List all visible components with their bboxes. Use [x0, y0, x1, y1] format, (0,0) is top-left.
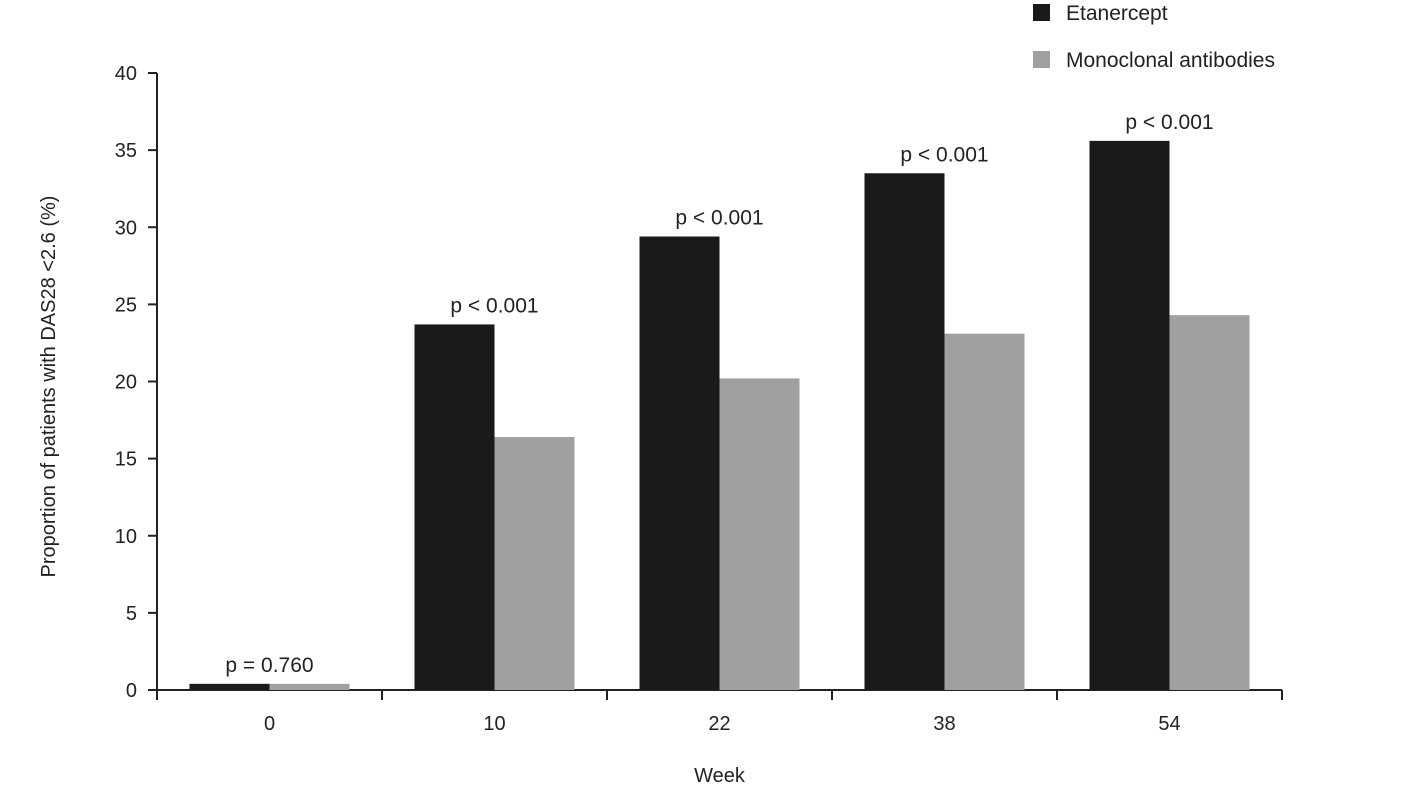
legend-label: Monoclonal antibodies	[1066, 49, 1275, 72]
x-ticks-group: 0 10 22 38 54	[156, 690, 1283, 735]
y-ticks-group: 0 5 10 15 20 25 30 35 40	[115, 63, 157, 702]
legend-swatch	[1033, 51, 1050, 68]
x-tick-label: 54	[1158, 713, 1180, 735]
y-tick-label: 5	[126, 603, 137, 625]
bar-etanercept	[414, 324, 495, 690]
bar-etanercept	[864, 173, 945, 690]
annotations-group: p = 0.760 p < 0.001 p < 0.001 p < 0.001 p < …	[225, 111, 1213, 677]
bar-etanercept	[639, 236, 720, 690]
y-tick-label: 15	[115, 449, 137, 471]
bars-group	[189, 140, 1250, 690]
y-tick-label: 40	[115, 63, 137, 85]
legend: Etanercept Monoclonal antibodies	[1033, 2, 1275, 72]
bar-etanercept	[189, 683, 270, 690]
legend-swatch	[1033, 4, 1050, 21]
x-axis-label: Week	[694, 765, 746, 787]
x-tick-label: 10	[483, 713, 505, 735]
x-tick-label: 22	[708, 713, 730, 735]
y-tick-label: 30	[115, 217, 137, 239]
x-tick-label: 0	[264, 713, 275, 735]
y-tick-label: 35	[115, 140, 137, 162]
y-tick-label: 0	[126, 680, 137, 702]
p-value-annotation: p < 0.001	[900, 143, 988, 166]
bar-monoclonal-antibodies	[494, 437, 575, 690]
bar-monoclonal-antibodies	[944, 333, 1025, 690]
p-value-annotation: p = 0.760	[225, 654, 313, 677]
legend-label: Etanercept	[1066, 2, 1168, 25]
bar-monoclonal-antibodies	[1169, 315, 1250, 690]
p-value-annotation: p < 0.001	[450, 294, 538, 317]
y-axis-label: Proportion of patients with DAS28 <2.6 (…	[38, 196, 60, 578]
y-tick-label: 20	[115, 372, 137, 394]
p-value-annotation: p < 0.001	[1125, 111, 1213, 134]
p-value-annotation: p < 0.001	[675, 207, 763, 230]
bar-etanercept	[1089, 140, 1170, 690]
bar-monoclonal-antibodies	[719, 378, 800, 690]
y-tick-label: 10	[115, 526, 137, 548]
y-tick-label: 25	[115, 294, 137, 316]
bar-monoclonal-antibodies	[269, 683, 350, 690]
x-tick-label: 38	[933, 713, 955, 735]
